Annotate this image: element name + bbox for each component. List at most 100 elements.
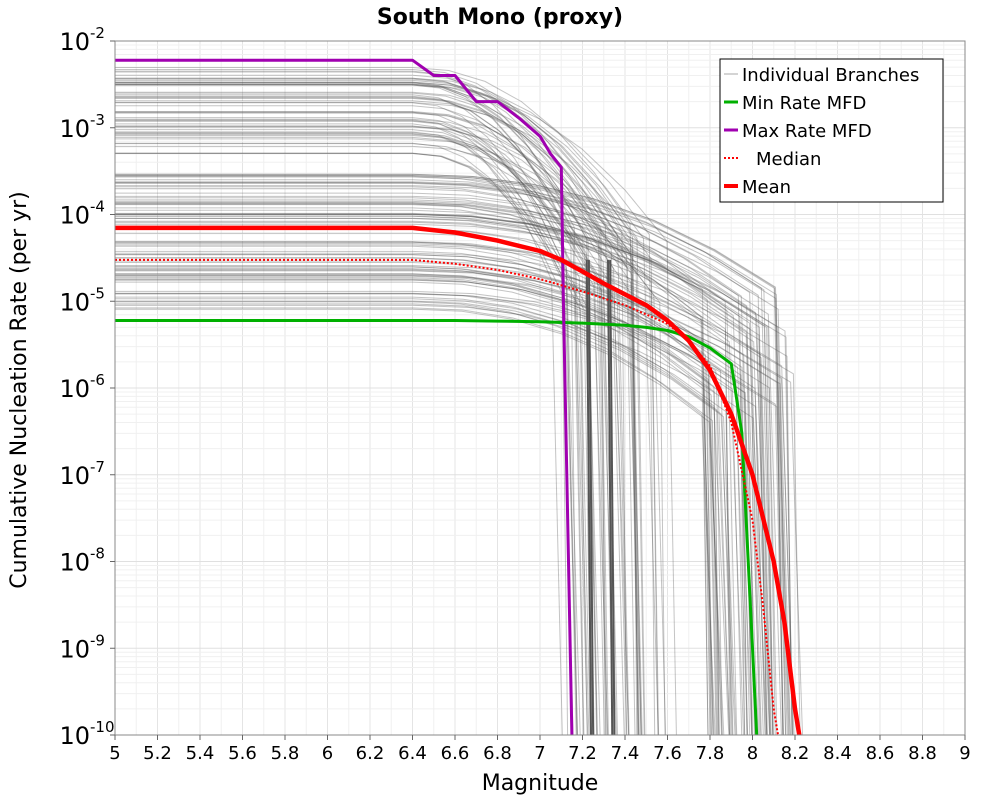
branch-line (115, 152, 601, 736)
branch-drop-line (607, 259, 614, 736)
y-tick-exponent: -5 (90, 284, 105, 302)
branch-line (115, 175, 774, 736)
branch-line (115, 281, 719, 736)
branch-line (115, 250, 712, 736)
x-tick-label: 5.2 (143, 743, 172, 764)
branch-line (115, 268, 803, 736)
branch-line (115, 197, 738, 736)
branch-line (115, 277, 731, 736)
y-tick-base: 10 (59, 115, 90, 143)
branch-line (115, 82, 598, 736)
y-tick-base: 10 (59, 635, 90, 663)
branch-line (115, 274, 778, 736)
branch-line (115, 199, 771, 736)
branch-line (115, 243, 793, 736)
y-tick-exponent: -10 (90, 718, 115, 736)
grid (114, 41, 966, 736)
branch-line (115, 254, 748, 736)
branch-line (115, 207, 714, 736)
x-tick-label: 9 (959, 743, 970, 764)
branch-line (115, 279, 759, 736)
branch-line (115, 185, 784, 736)
branch-line (115, 102, 660, 736)
branch-line (115, 81, 659, 736)
branch-line (115, 203, 745, 736)
x-tick-label: 6.4 (398, 743, 427, 764)
x-axis-label: Magnitude (482, 771, 599, 796)
branch-line (115, 202, 749, 736)
x-axis: 5 5.2 5.4 5.6 5.8 6 6.2 6.4 6.6 6.8 7 7.2 7.4 7.6 7.8 8… (109, 735, 971, 764)
branch-line (115, 120, 588, 736)
branch-line (115, 293, 787, 736)
branch-line (115, 94, 577, 736)
branch-line (115, 100, 638, 736)
y-tick-exponent: -8 (90, 545, 105, 563)
branch-line (115, 223, 793, 736)
branch-line (115, 78, 630, 736)
y-tick-exponent: -4 (90, 198, 105, 216)
branch-line (115, 138, 667, 736)
x-tick-label: 5 (109, 743, 120, 764)
branch-line (115, 308, 725, 736)
branch-line (115, 136, 629, 736)
series-line-min-rate-mfd (115, 319, 759, 736)
branch-drop-line (609, 259, 616, 736)
y-tick-label: 10 (59, 115, 90, 143)
branch-line (115, 173, 784, 736)
y-tick-base: 10 (59, 202, 90, 230)
branch-line (115, 129, 609, 736)
branch-drop-line (585, 259, 592, 736)
branch-line (115, 204, 709, 736)
branch-line (115, 192, 755, 736)
branch-line (115, 81, 646, 736)
y-tick-exponent: -6 (90, 371, 105, 389)
series-line-mean (115, 225, 802, 736)
branch-line (115, 182, 748, 736)
y-tick-base: 10 (59, 288, 90, 316)
x-tick-label: 5.8 (271, 743, 300, 764)
branch-line (115, 175, 788, 736)
y-tick-base: 10 (59, 462, 90, 490)
branch-line (115, 188, 731, 736)
branch-line (115, 268, 717, 736)
individual-branches (115, 67, 803, 736)
y-axis-label: Cumulative Nucleation Rate (per yr) (7, 191, 32, 589)
y-tick-base: 10 (59, 722, 90, 750)
x-tick-label: 8.6 (866, 743, 895, 764)
x-tick-label: 6.2 (356, 743, 385, 764)
y-tick-base: 10 (59, 28, 90, 56)
y-tick-label: 10 (59, 549, 90, 577)
branch-line (115, 145, 666, 736)
legend-label: Max Rate MFD (742, 121, 872, 142)
series-line-max-rate-mfd (115, 58, 574, 736)
branch-line (115, 152, 592, 736)
branch-line (115, 133, 616, 736)
branch-line (115, 213, 776, 736)
x-tick-label: 8.4 (823, 743, 852, 764)
x-tick-label: 7.6 (653, 743, 682, 764)
branch-line (115, 214, 774, 736)
branch-line (115, 97, 643, 736)
branch-line (115, 120, 607, 736)
y-tick-label: 10 (59, 722, 90, 750)
branch-line (115, 142, 578, 736)
branch-line (115, 102, 574, 736)
branch-line (115, 265, 795, 736)
x-tick-label: 5.4 (186, 743, 215, 764)
y-tick-exponent: -2 (90, 24, 105, 42)
x-tick-label: 6.8 (483, 743, 512, 764)
branch-line (115, 176, 774, 736)
branch-line (115, 111, 628, 736)
branch-line (115, 111, 642, 736)
branch-line (115, 221, 768, 736)
y-tick-exponent: -9 (90, 631, 105, 649)
branch-line (115, 203, 709, 736)
branch-line (115, 182, 753, 736)
x-tick-label: 7.8 (696, 743, 725, 764)
branch-line (115, 83, 639, 736)
branch-line (115, 91, 642, 736)
branch-line (115, 111, 581, 736)
legend: Individual Branches Min Rate MFD Max Rate … (719, 58, 944, 203)
branch-line (115, 125, 605, 736)
legend-box (719, 58, 944, 203)
